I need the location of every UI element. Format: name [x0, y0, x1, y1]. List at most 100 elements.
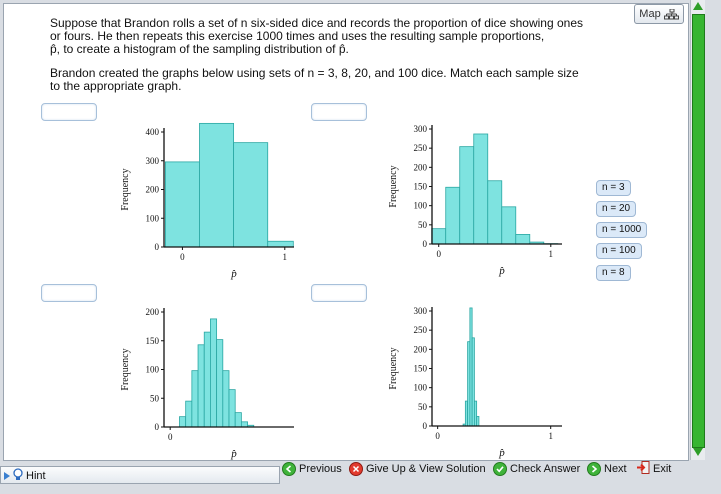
y-tick-label: 100 — [414, 383, 428, 393]
histogram-bar — [459, 146, 475, 245]
x-axis-label: p̂ — [230, 268, 237, 280]
histogram-bar — [473, 133, 489, 245]
y-tick-label: 50 — [150, 393, 160, 403]
histogram-bar — [185, 400, 193, 428]
answer-dropzone-1[interactable] — [41, 103, 97, 121]
x-tick-label: 1 — [549, 249, 554, 259]
map-label: Map — [639, 8, 661, 20]
y-axis-label: Frequency — [388, 165, 399, 207]
y-tick-label: 250 — [414, 325, 428, 335]
lightbulb-icon — [13, 468, 23, 484]
answer-dropzone-2[interactable] — [311, 103, 367, 121]
y-tick-label: 300 — [414, 306, 428, 316]
choice-chip[interactable]: n = 8 — [596, 265, 631, 281]
hint-bar — [0, 466, 280, 484]
back-arrow-icon — [282, 462, 296, 476]
y-tick-label: 200 — [414, 162, 428, 172]
scroll-down-icon[interactable] — [693, 448, 703, 456]
x-tick-label: 0 — [436, 249, 441, 259]
x-axis-label: p̂ — [230, 448, 237, 460]
y-tick-label: 150 — [414, 182, 428, 192]
give-up-label: Give Up & View Solution — [366, 463, 486, 475]
y-tick-label: 0 — [155, 422, 160, 432]
scrollbar-thumb[interactable] — [692, 14, 705, 448]
histogram-bar — [515, 234, 531, 245]
histogram-bar — [487, 180, 503, 245]
answer-dropzone-4[interactable] — [311, 284, 367, 302]
histogram-bar — [233, 142, 269, 248]
y-axis-label: Frequency — [120, 168, 131, 210]
y-tick-label: 150 — [146, 336, 160, 346]
histogram-bar — [216, 339, 224, 428]
y-tick-label: 250 — [414, 143, 428, 153]
histogram-bar — [234, 412, 242, 428]
y-tick-label: 200 — [146, 307, 160, 317]
question-line-2: or fours. He then repeats this exercise … — [50, 29, 545, 43]
check-answer-label: Check Answer — [510, 463, 581, 475]
exit-button[interactable]: Exit — [636, 461, 671, 477]
previous-label: Previous — [299, 463, 342, 475]
y-tick-label: 150 — [414, 364, 428, 374]
histogram-bar — [431, 228, 447, 245]
expand-arrow-icon — [4, 472, 10, 480]
y-tick-label: 200 — [146, 185, 160, 195]
map-button[interactable]: Map — [634, 4, 684, 24]
x-tick-label: 0 — [435, 431, 440, 441]
question-line-4: Brandon created the graphs below using s… — [50, 66, 579, 80]
x-axis-label: p̂ — [498, 447, 505, 459]
histogram-bar — [179, 416, 187, 428]
y-tick-label: 300 — [146, 156, 160, 166]
histogram-bar — [203, 331, 211, 428]
choice-chip[interactable]: n = 3 — [596, 180, 631, 196]
question-line-5: to the appropriate graph. — [50, 79, 182, 93]
histogram-bar — [191, 370, 199, 428]
choice-chip[interactable]: n = 20 — [596, 201, 637, 217]
y-tick-label: 100 — [146, 365, 160, 375]
x-tick-label: 0 — [180, 252, 185, 262]
x-tick-label: 1 — [548, 431, 553, 441]
histogram-bar — [222, 370, 230, 428]
y-tick-label: 0 — [155, 242, 160, 252]
y-tick-label: 400 — [146, 127, 160, 137]
check-answer-button[interactable]: Check Answer — [493, 461, 580, 477]
histogram-bar — [476, 416, 480, 427]
x-tick-label: 1 — [283, 252, 288, 262]
y-axis-label: Frequency — [388, 347, 399, 389]
x-tick-label: 0 — [168, 432, 173, 442]
y-tick-label: 50 — [418, 220, 428, 230]
previous-button[interactable]: Previous — [282, 461, 342, 477]
question-line-3: p̂, to create a histogram of the samplin… — [50, 42, 349, 56]
y-tick-label: 200 — [414, 344, 428, 354]
scroll-up-icon[interactable] — [693, 2, 703, 10]
y-tick-label: 0 — [423, 239, 428, 249]
histogram-1: 0 100 200 300 400 0 1 Frequency p̂ — [120, 122, 294, 280]
give-up-button[interactable]: Give Up & View Solution — [349, 461, 486, 477]
cancel-icon — [349, 462, 363, 476]
problem-panel — [3, 3, 689, 461]
hint-label: Hint — [26, 470, 46, 482]
sitemap-icon — [663, 8, 679, 20]
y-tick-label: 0 — [423, 421, 428, 431]
question-line-1: Suppose that Brandon rolls a set of n si… — [50, 16, 583, 30]
checkmark-icon — [493, 462, 507, 476]
histogram-bar — [164, 161, 200, 248]
y-tick-label: 50 — [418, 402, 428, 412]
hint-button[interactable]: Hint — [4, 468, 46, 484]
histogram-bar — [197, 344, 205, 428]
histogram-4: 0 50 100 150 200 250 300 0 1 Frequency p̂ — [388, 306, 562, 459]
choice-chip[interactable]: n = 100 — [596, 243, 642, 259]
choice-chip[interactable]: n = 1000 — [596, 222, 648, 238]
histogram-bar — [445, 186, 461, 245]
next-button[interactable]: Next — [587, 461, 627, 477]
histogram-bar — [501, 206, 517, 245]
histogram-bar — [240, 421, 248, 428]
vertical-scrollbar[interactable] — [690, 0, 705, 460]
answer-dropzone-3[interactable] — [41, 284, 97, 302]
histogram-bar — [228, 389, 236, 428]
histogram-bar — [210, 318, 218, 428]
forward-arrow-icon — [587, 462, 601, 476]
y-tick-label: 100 — [414, 201, 428, 211]
y-tick-label: 300 — [414, 124, 428, 134]
histogram-bar — [199, 122, 235, 248]
next-label: Next — [604, 463, 627, 475]
